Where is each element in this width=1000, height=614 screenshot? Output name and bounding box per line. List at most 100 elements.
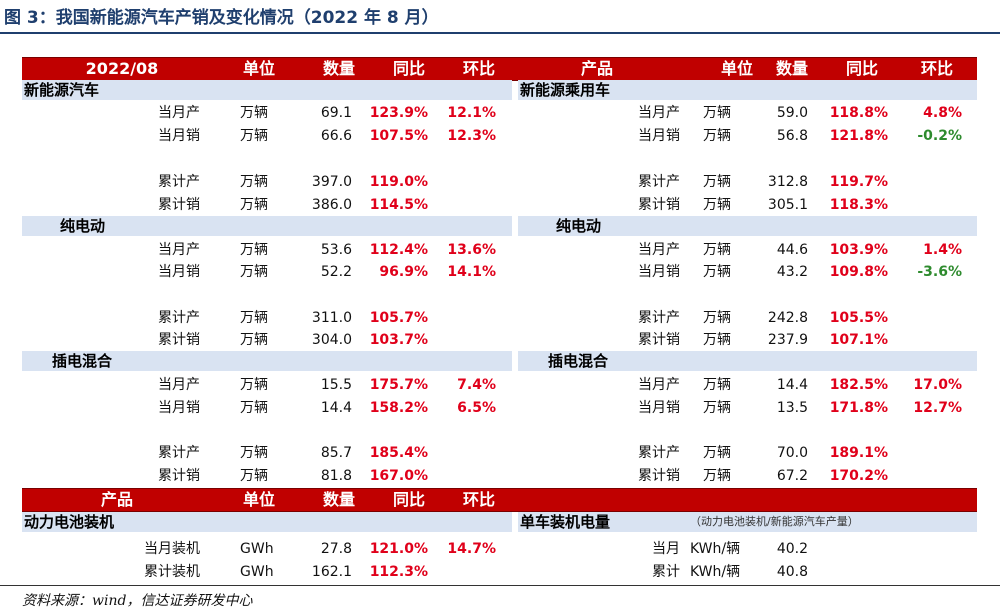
battery-row-qty: 162.1 — [311, 564, 352, 580]
row-yoy: 121.8% — [829, 128, 888, 144]
table-header-top: 2022/08 单位 数量 同比 环比 产品 单位 数量 同比 环比 — [22, 57, 977, 81]
row-yoy: 182.5% — [829, 377, 888, 393]
bottom-rule — [0, 585, 1000, 586]
row-unit: 万辆 — [240, 400, 268, 416]
row-unit: 万辆 — [240, 105, 268, 121]
row-label: 累计产 — [158, 445, 200, 461]
header-yoy: 同比 — [392, 59, 425, 78]
row-qty: 70.0 — [776, 445, 808, 461]
row-qty: 52.2 — [320, 264, 352, 280]
row-label: 累计销 — [158, 332, 200, 348]
row-mom: -3.6% — [917, 264, 962, 280]
row-unit: 万辆 — [703, 174, 731, 190]
header-mom-bottom: 环比 — [462, 490, 495, 509]
header-product: 产品 — [580, 59, 613, 78]
row-label: 当月产 — [638, 242, 680, 258]
row-qty: 43.2 — [776, 264, 808, 280]
row-unit: 万辆 — [240, 445, 268, 461]
battery-row-mom: 14.7% — [447, 541, 496, 557]
row-label: 累计销 — [158, 468, 200, 484]
row-label: 当月产 — [158, 105, 200, 121]
row-qty: 14.4 — [776, 377, 808, 393]
row-yoy: 103.7% — [369, 332, 428, 348]
row-yoy: 107.5% — [369, 128, 428, 144]
per-vehicle-row-label: 累计 — [652, 564, 680, 580]
row-yoy: 114.5% — [369, 197, 428, 213]
row-qty: 305.1 — [767, 197, 808, 213]
row-unit: 万辆 — [703, 105, 731, 121]
row-unit: 万辆 — [703, 310, 731, 326]
header-unit-right: 单位 — [720, 59, 753, 78]
row-mom: 12.3% — [447, 128, 496, 144]
battery-row-yoy: 112.3% — [369, 564, 428, 580]
battery-row-label: 当月装机 — [144, 541, 200, 557]
row-yoy: 170.2% — [829, 468, 888, 484]
row-unit: 万辆 — [703, 332, 731, 348]
row-qty: 44.6 — [776, 242, 808, 258]
row-qty: 13.5 — [776, 400, 808, 416]
row-qty: 67.2 — [776, 468, 808, 484]
row-yoy: 189.1% — [829, 445, 888, 461]
header-qty: 数量 — [322, 59, 355, 78]
row-unit: 万辆 — [240, 197, 268, 213]
row-label: 累计产 — [638, 445, 680, 461]
row-unit: 万辆 — [703, 468, 731, 484]
row-yoy: 107.1% — [829, 332, 888, 348]
row-mom: 14.1% — [447, 264, 496, 280]
section-per-vehicle: 单车装机电量 — [518, 512, 977, 532]
row-unit: 万辆 — [703, 128, 731, 144]
per-vehicle-row-unit: KWh/辆 — [690, 564, 741, 580]
row-yoy: 112.4% — [369, 242, 428, 258]
section-left-bev: 纯电动 — [22, 216, 512, 236]
per-vehicle-note: （动力电池装机/新能源汽车产量） — [690, 515, 859, 528]
row-yoy: 119.0% — [369, 174, 428, 190]
row-label: 累计销 — [638, 197, 680, 213]
row-qty: 85.7 — [320, 445, 352, 461]
row-mom: 12.7% — [913, 400, 962, 416]
row-unit: 万辆 — [240, 377, 268, 393]
row-label: 当月销 — [158, 264, 200, 280]
row-yoy: 118.3% — [829, 197, 888, 213]
row-qty: 237.9 — [767, 332, 808, 348]
row-label: 当月产 — [638, 105, 680, 121]
row-unit: 万辆 — [240, 128, 268, 144]
row-yoy: 109.8% — [829, 264, 888, 280]
row-label: 当月销 — [638, 128, 680, 144]
source-note: 资料来源：wind，信达证券研发中心 — [22, 593, 253, 609]
row-yoy: 103.9% — [829, 242, 888, 258]
section-battery: 动力电池装机 — [22, 512, 512, 532]
row-qty: 66.6 — [320, 128, 352, 144]
header-yoy-bottom: 同比 — [392, 490, 425, 509]
battery-row-yoy: 121.0% — [369, 541, 428, 557]
row-unit: 万辆 — [703, 197, 731, 213]
table-header-bottom: 产品 单位 数量 同比 环比 — [22, 488, 977, 512]
row-qty: 59.0 — [776, 105, 808, 121]
row-qty: 312.8 — [767, 174, 808, 190]
header-qty-right: 数量 — [775, 59, 808, 78]
battery-row-qty: 27.8 — [320, 541, 352, 557]
section-left-phev: 插电混合 — [22, 351, 512, 371]
section-right-phev: 插电混合 — [518, 351, 977, 371]
row-mom: 17.0% — [913, 377, 962, 393]
row-yoy: 123.9% — [369, 105, 428, 121]
header-period: 2022/08 — [85, 59, 159, 78]
row-label: 当月产 — [158, 242, 200, 258]
per-vehicle-row-qty: 40.2 — [776, 541, 808, 557]
battery-row-label: 累计装机 — [144, 564, 200, 580]
battery-row-unit: GWh — [240, 564, 274, 580]
row-label: 累计销 — [638, 332, 680, 348]
row-unit: 万辆 — [703, 445, 731, 461]
header-unit: 单位 — [242, 59, 275, 78]
row-yoy: 171.8% — [829, 400, 888, 416]
row-label: 当月销 — [638, 400, 680, 416]
row-mom: 13.6% — [447, 242, 496, 258]
per-vehicle-row-unit: KWh/辆 — [690, 541, 741, 557]
header-yoy-right: 同比 — [845, 59, 878, 78]
row-qty: 14.4 — [320, 400, 352, 416]
row-qty: 311.0 — [311, 310, 352, 326]
row-label: 当月销 — [638, 264, 680, 280]
row-qty: 53.6 — [320, 242, 352, 258]
row-label: 累计产 — [158, 310, 200, 326]
row-mom: 7.4% — [457, 377, 496, 393]
row-qty: 304.0 — [311, 332, 352, 348]
